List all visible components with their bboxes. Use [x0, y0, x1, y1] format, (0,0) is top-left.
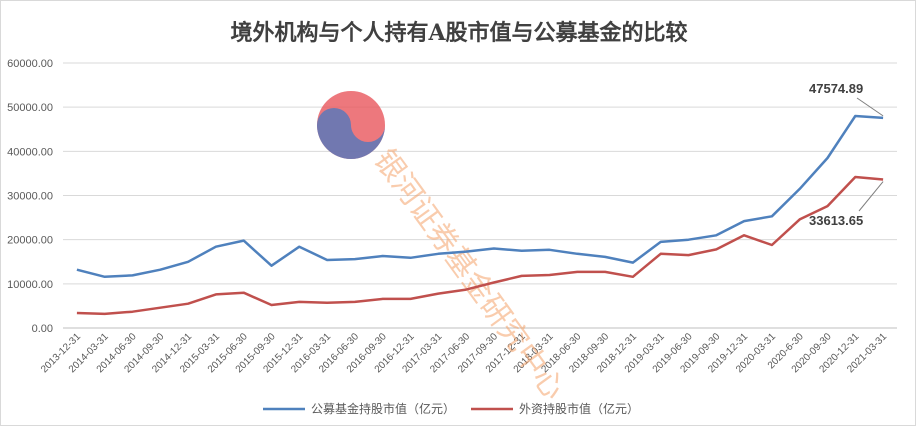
y-tick-label: 50000.00 — [7, 102, 53, 114]
watermark-logo-blue — [317, 108, 385, 159]
watermark-logo-icon — [317, 91, 385, 159]
y-tick-label: 20000.00 — [7, 235, 53, 247]
end-label-1: 33613.65 — [809, 213, 863, 228]
legend: 公募基金持股市值（亿元） 外资持股市值（亿元） — [263, 401, 639, 416]
y-axis-ticks: 0.00 10000.00 20000.00 30000.00 40000.00 5000… — [7, 58, 53, 335]
end-label-0: 47574.89 — [809, 81, 863, 96]
y-tick-label: 40000.00 — [7, 146, 53, 158]
chart-title: 境外机构与个人持有A股市值与公募基金的比较 — [230, 20, 688, 46]
x-axis-ticks: 2013-12-312014-03-312014-06-302014-09-30… — [39, 331, 889, 375]
y-tick-label: 10000.00 — [7, 279, 53, 291]
legend-label-1: 外资持股市值（亿元） — [519, 401, 639, 416]
gridlines — [63, 62, 897, 329]
series-line-1 — [76, 175, 884, 316]
end-label-leader-0 — [856, 97, 884, 117]
end-label-leader-1 — [858, 181, 884, 212]
y-tick-label: 60000.00 — [7, 58, 53, 70]
series-lines — [76, 114, 884, 316]
y-tick-label: 0.00 — [32, 323, 53, 335]
legend-label-0: 公募基金持股市值（亿元） — [311, 401, 455, 416]
end-labels: 47574.89 33613.65 — [809, 81, 884, 228]
series-line-0 — [76, 114, 884, 279]
y-tick-label: 30000.00 — [7, 191, 53, 203]
